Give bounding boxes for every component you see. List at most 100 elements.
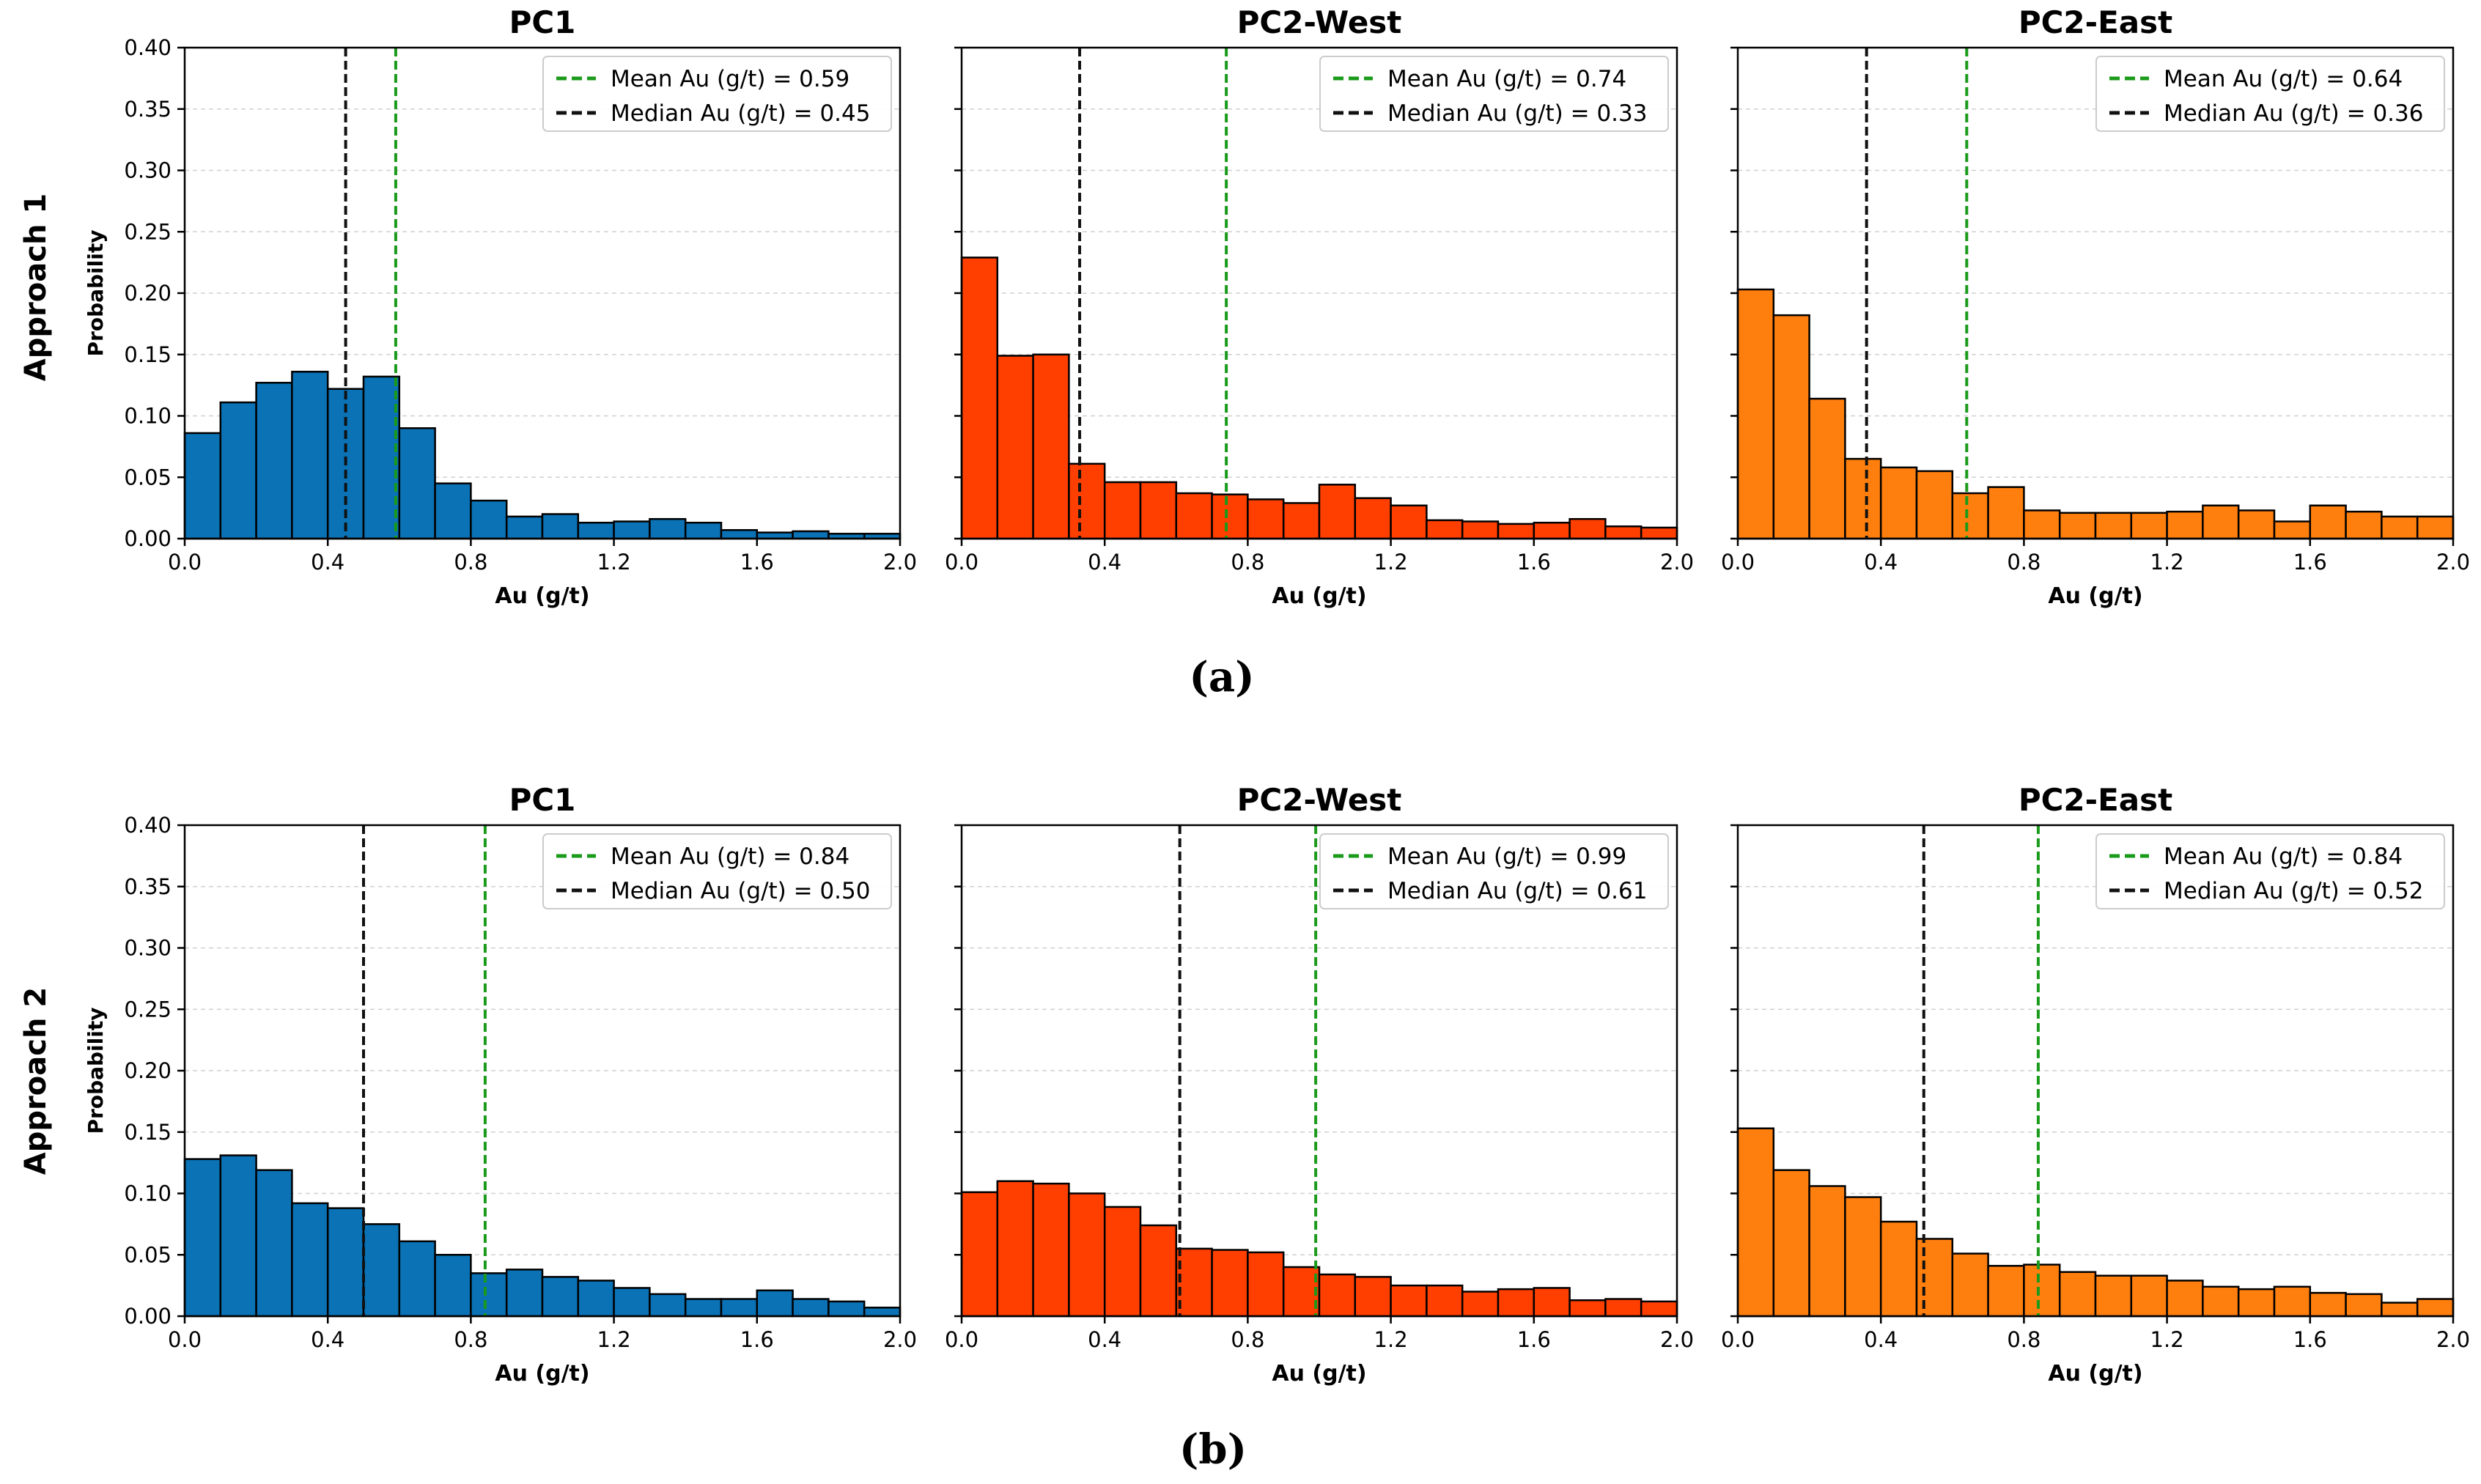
histogram-bar xyxy=(1426,1284,1464,1318)
y-tick-label: 0.00 xyxy=(124,1304,172,1329)
histogram-bar xyxy=(1068,1192,1106,1318)
x-tick-label: 1.2 xyxy=(1374,1327,1408,1352)
x-tick-label: 0.8 xyxy=(2007,550,2041,575)
histogram-bar xyxy=(1568,1299,1607,1318)
histogram-bar xyxy=(1604,525,1643,540)
x-tick-label: 0.0 xyxy=(168,550,202,575)
x-tick-label: 0.8 xyxy=(1231,1327,1264,1352)
histogram-bar xyxy=(1808,397,1846,540)
histogram-bar xyxy=(863,1307,902,1318)
y-tick-label: 0.30 xyxy=(124,158,172,183)
histogram-bar xyxy=(2309,1291,2347,1318)
histogram-bar xyxy=(1318,484,1357,540)
legend-box xyxy=(542,833,892,909)
x-axis-label: Au (g/t) xyxy=(495,1361,589,1387)
histogram-bar xyxy=(2273,520,2312,540)
histogram-bar xyxy=(326,1207,365,1318)
histogram-bar xyxy=(2273,1285,2312,1318)
histogram-bar xyxy=(255,1169,293,1318)
histogram-bar xyxy=(183,432,222,540)
legend-box xyxy=(542,56,892,132)
chart-panel-3: 0.0 0.4 0.8 1.2 1.6 2.0 PC2-East Au (g/t) Mean A… xyxy=(1721,4,2470,609)
y-tick-label: 0.25 xyxy=(124,997,172,1022)
histogram-bar xyxy=(827,1300,866,1318)
histogram-bar xyxy=(2130,512,2168,540)
legend: Mean Au (g/t) = 0.84 Median Au (g/t) = 0.… xyxy=(2095,833,2445,909)
histogram-bar xyxy=(1461,520,1500,540)
x-axis-label: Au (g/t) xyxy=(2048,583,2142,609)
x-tick-label: 1.2 xyxy=(2150,1327,2184,1352)
legend-mean-label: Mean Au (g/t) = 0.84 xyxy=(611,843,849,870)
x-tick-label: 1.6 xyxy=(740,550,774,575)
legend-median-label: Median Au (g/t) = 0.52 xyxy=(2164,878,2424,904)
x-tick-label: 1.2 xyxy=(597,1327,631,1352)
histogram-bar xyxy=(1282,1266,1321,1318)
histogram-bar xyxy=(1175,492,1213,540)
chart-panel-4: 0.0 0.4 0.8 1.2 1.6 2.0 0.00 0.05 0.10 0.15 0.20 0.… xyxy=(84,782,917,1387)
histogram-bar xyxy=(613,1287,651,1318)
histogram-bar xyxy=(1772,314,1810,540)
histogram-bar xyxy=(398,427,436,540)
y-tick-label: 0.10 xyxy=(124,1181,172,1206)
legend: Mean Au (g/t) = 0.84 Median Au (g/t) = 0.… xyxy=(542,833,892,909)
histogram-bar xyxy=(1736,288,1775,540)
histogram-bar xyxy=(996,1180,1034,1318)
x-tick-label: 0.0 xyxy=(168,1327,202,1352)
legend-median-label: Median Au (g/t) = 0.45 xyxy=(611,100,871,127)
chart-title: PC2-East xyxy=(2019,4,2172,40)
histogram-bar xyxy=(720,529,759,540)
histogram-bar xyxy=(1879,466,1918,540)
histogram-bar xyxy=(1497,1288,1536,1318)
x-tick-label: 2.0 xyxy=(883,550,917,575)
histogram-bar xyxy=(649,517,687,540)
y-tick-label: 0.10 xyxy=(124,404,172,429)
x-tick-label: 0.0 xyxy=(945,1327,978,1352)
y-tick-label: 0.15 xyxy=(124,1120,172,1145)
histogram-bar xyxy=(2309,504,2347,540)
histogram-bar xyxy=(2023,1263,2061,1318)
histogram-bar xyxy=(2202,1285,2240,1318)
y-tick-label: 0.40 xyxy=(124,813,172,838)
histogram-bar xyxy=(577,1280,615,1318)
histogram-bar xyxy=(1390,1284,1428,1318)
x-tick-label: 2.0 xyxy=(2436,1327,2470,1352)
histogram-bar xyxy=(291,370,329,540)
histogram-bar xyxy=(2058,1271,2097,1318)
histogram-bar xyxy=(996,355,1034,540)
x-tick-label: 0.4 xyxy=(1864,550,1898,575)
x-tick-label: 0.4 xyxy=(311,1327,344,1352)
histogram-bar xyxy=(219,401,257,540)
histogram-bar xyxy=(505,1269,544,1318)
x-tick-label: 0.4 xyxy=(1088,1327,1121,1352)
y-tick-label: 0.35 xyxy=(124,97,172,122)
x-tick-label: 1.2 xyxy=(2150,550,2184,575)
legend-mean-label: Mean Au (g/t) = 0.74 xyxy=(1387,66,1626,92)
x-axis-label: Au (g/t) xyxy=(495,583,589,609)
histogram-bar xyxy=(1533,1287,1571,1318)
histogram-bar xyxy=(684,1298,723,1318)
chart-panel-1: 0.0 0.4 0.8 1.2 1.6 2.0 0.00 0.05 0.10 0.15 0.20 0.… xyxy=(84,4,917,609)
histogram-bar xyxy=(792,1298,830,1318)
histogram-bar xyxy=(649,1293,687,1318)
x-tick-label: 0.8 xyxy=(2007,1327,2041,1352)
histogram-bar xyxy=(2381,1302,2419,1318)
legend-box xyxy=(2095,56,2445,132)
panel-label-b: (b) xyxy=(1179,1425,1247,1474)
histogram-bar xyxy=(1987,486,2025,540)
histogram-bar xyxy=(1533,521,1571,540)
histogram-bar xyxy=(1247,498,1285,540)
y-tick-label: 0.15 xyxy=(124,342,172,367)
histogram-bar xyxy=(541,513,580,540)
histogram-bar xyxy=(1808,1185,1846,1318)
histogram-bar xyxy=(398,1240,436,1318)
histogram-bar xyxy=(1282,502,1321,540)
histogram-bar xyxy=(2023,509,2061,540)
histogram-bar xyxy=(362,375,401,540)
x-tick-label: 1.6 xyxy=(740,1327,774,1352)
x-tick-label: 2.0 xyxy=(1660,550,1694,575)
histogram-bar xyxy=(1103,481,1142,540)
y-tick-label: 0.05 xyxy=(124,1242,172,1267)
x-tick-label: 2.0 xyxy=(883,1327,917,1352)
histogram-bar xyxy=(2202,504,2240,540)
